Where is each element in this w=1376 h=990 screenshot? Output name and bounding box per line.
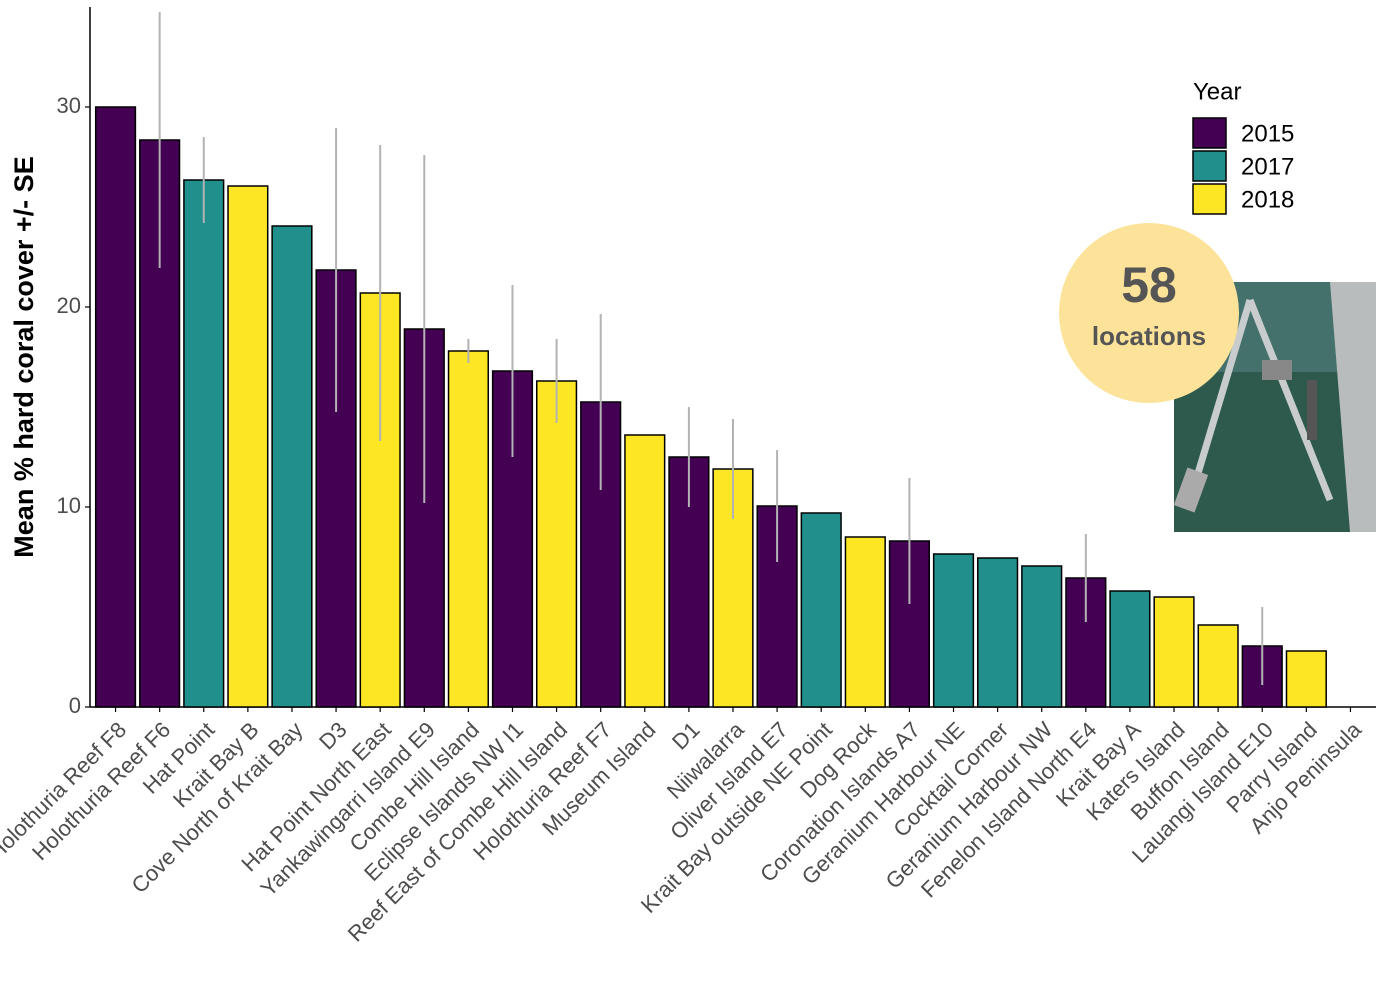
bar <box>934 554 974 707</box>
bar <box>978 558 1018 707</box>
legend-title: Year <box>1193 78 1242 105</box>
y-tick-label: 10 <box>57 493 81 518</box>
badge-number: 58 <box>1121 257 1177 313</box>
y-tick-label: 30 <box>57 93 81 118</box>
y-tick-label: 20 <box>57 293 81 318</box>
bar <box>537 381 577 707</box>
bar <box>1154 597 1194 707</box>
legend-swatch <box>1193 151 1226 181</box>
bar <box>272 226 312 707</box>
bar <box>845 537 885 707</box>
legend-label: 2017 <box>1241 153 1294 180</box>
legend-swatch <box>1193 118 1226 148</box>
bar <box>1022 566 1062 707</box>
bar <box>228 186 268 707</box>
badge-label: locations <box>1092 321 1206 351</box>
bar <box>625 435 665 707</box>
bar <box>449 351 489 707</box>
bar <box>1198 625 1238 707</box>
bar <box>1286 651 1326 707</box>
y-axis-title: Mean % hard coral cover +/- SE <box>9 156 39 557</box>
legend-swatch <box>1193 184 1226 214</box>
bar <box>96 107 136 707</box>
bar <box>184 180 224 707</box>
bar <box>1110 591 1150 707</box>
legend-label: 2015 <box>1241 120 1294 147</box>
y-tick-label: 0 <box>69 693 81 718</box>
chart: Mean % hard coral cover +/- SE 58 locati… <box>0 0 1376 990</box>
bar <box>801 513 841 707</box>
legend-label: 2018 <box>1241 186 1294 213</box>
